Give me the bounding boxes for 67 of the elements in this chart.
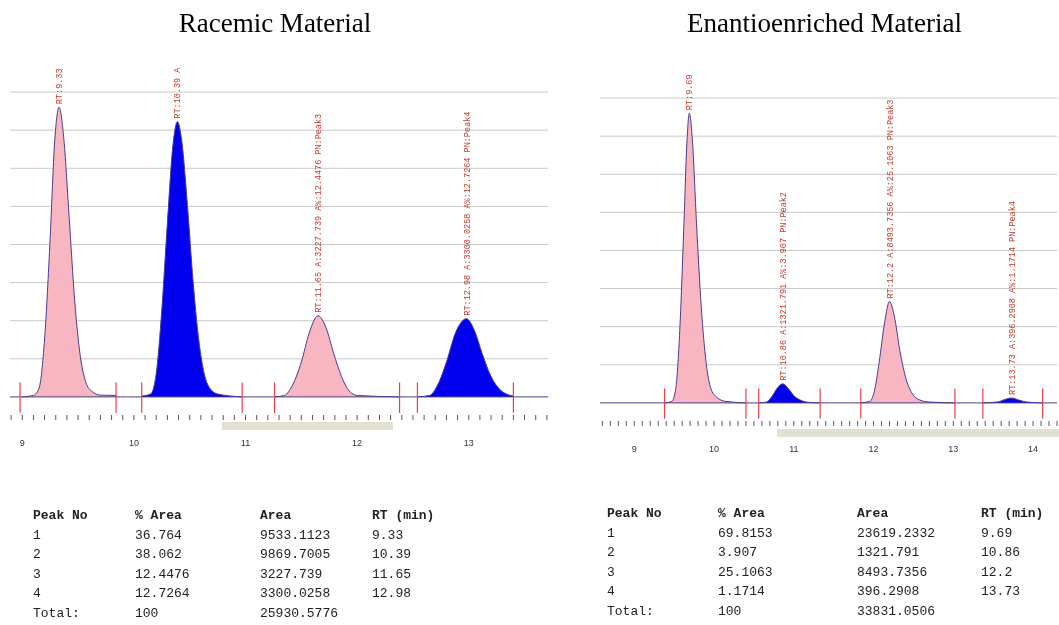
text: 3227.739 [260,566,323,582]
text: 25.1063 [718,564,773,580]
text: Total: [607,603,654,619]
text: 9869.7005 [260,547,331,562]
text: 396.2908 [857,584,920,599]
x-tick-label: 9 [631,444,637,454]
text: 23619.2332 [857,525,936,541]
text: 3 [33,566,41,582]
text: 9533.1123 [260,527,331,543]
x-tick-label: 9 [19,438,25,448]
text: 38.062 [135,547,182,562]
annotation: RT:9.33 [55,68,66,105]
x-tick-label: 13 [463,438,474,448]
text: 12.7264 [135,586,190,601]
annotation: RT:12.98 A:3300.0258 A%:12.7264 PN:Peak4 [462,111,473,316]
chart-title: Racemic Material [177,8,373,39]
text: 11.65 [372,566,412,582]
annotation: RT:11.65 A:3227.739 A%:12.4476 PN:Peak3 [314,113,325,313]
annotation: RT:9.69 [685,74,696,111]
text: Peak No [33,508,88,523]
text: 12.2 [981,564,1013,580]
text: % Area [135,508,182,523]
text: RT (min) [981,506,1044,521]
chart-title: Enantioenriched Material [685,8,964,39]
text: 3.907 [718,545,758,560]
text: 1.1714 [718,584,765,599]
x-tick-label: 13 [948,444,959,454]
text: 33831.0506 [857,603,936,619]
text: 9.69 [981,525,1013,541]
text: Peak No [607,506,662,521]
text: 13.73 [981,584,1021,599]
text: 4 [33,586,41,601]
text: Area [260,508,292,523]
text: 2 [33,547,41,562]
annotation: RT:13.73 A:396.2908 A%:1.1714 PN:Peak4 [1007,201,1018,395]
text: % Area [718,506,765,521]
x-tick-label: 11 [789,444,799,454]
text: 12.4476 [135,566,190,582]
annotation: RT:12.2 A:8493.7356 A%:25.1063 PN:Peak3 [885,99,896,299]
x-tick-label: 10 [709,444,720,454]
text: 4 [607,584,615,599]
x-tick-label: 12 [868,444,879,454]
text: 69.8153 [718,525,773,541]
text: 3 [607,564,615,580]
text: 1321.791 [857,545,920,560]
x-tick-label: 14 [1028,444,1039,454]
text: 1 [607,525,615,541]
text: 1 [33,527,41,543]
text: 9.33 [372,527,404,543]
x-tick-label: 11 [240,438,251,448]
annotation: RT:10.86 A:1321.791 A%:3.907 PN:Peak2 [778,192,789,381]
text: 100 [718,603,742,619]
x-tick-label: 10 [128,438,139,448]
text: 10.39 [372,547,412,562]
text: Area [857,506,889,521]
text: 25930.5776 [260,605,339,621]
text: 2 [607,545,615,560]
x-tick-label: 12 [352,438,363,448]
text: 3300.0258 [260,586,331,601]
text: 36.764 [135,527,182,543]
text: 10.86 [981,545,1021,560]
text: 100 [135,605,159,621]
text: 12.98 [372,586,412,601]
annotation: RT:10.39 A [173,66,184,119]
text: 8493.7356 [857,564,928,580]
text: RT (min) [372,508,435,523]
text: Total: [33,605,80,621]
